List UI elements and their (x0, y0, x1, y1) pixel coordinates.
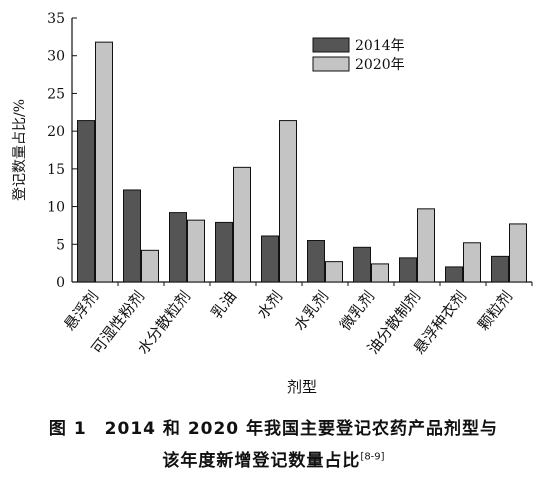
bar-2020年-水乳剂 (325, 261, 343, 283)
y-tick-label-30: 30 (47, 49, 65, 65)
y-tick-label-15: 15 (47, 162, 65, 178)
bar-2014年-悬浮剂 (77, 120, 95, 283)
figure-caption-line2: 该年度新增登记数量占比[8-9] (0, 446, 547, 471)
bar-2014年-水乳剂 (307, 240, 325, 283)
figure-caption-reference: [8-9] (360, 451, 385, 463)
x-tick-label-乳油: 乳油 (207, 287, 240, 322)
legend-label-2020年: 2020年 (355, 57, 405, 73)
legend-swatch-2020年 (312, 56, 350, 72)
chart: 0 5 10 15 20 25 30 35 登记数量占比/% 悬浮剂 可湿性粉剂 水分散粒剂 乳油 水剂水… (12, 11, 533, 396)
y-axis-title: 登记数量占比/% (12, 99, 28, 201)
bar-2020年-水剂 (279, 120, 297, 283)
bar-2014年-悬浮种衣剂 (445, 266, 463, 283)
bar-2020年-悬浮剂 (95, 41, 113, 283)
bar-2020年-微乳剂 (371, 263, 389, 283)
x-tick-label-水乳剂: 水乳剂 (290, 287, 332, 334)
bar-2020年-水分散粒剂 (187, 219, 205, 283)
bar-chart: 05101520253035登记数量占比/%悬浮剂可湿性粉剂水分散粒剂 乳油 水剂水… (12, 11, 533, 396)
bar-2020年-悬浮种衣剂 (463, 242, 481, 283)
figure-caption-line2-text: 该年度新增登记数量占比 (162, 451, 361, 471)
bar-2014年-水剂 (261, 235, 279, 283)
legend-label-2014年: 2014年 (355, 38, 405, 54)
bar-2020年-颗粒剂 (509, 223, 527, 283)
y-tick-label-25: 25 (47, 86, 65, 102)
bar-2020年-可湿性粉剂 (141, 249, 159, 283)
bar-2020年-油分散制剂 (417, 208, 435, 283)
x-tick-label-颗粒剂: 颗粒剂 (474, 287, 516, 334)
bar-2014年-水分散粒剂 (169, 212, 187, 283)
y-tick-label-10: 10 (47, 200, 65, 216)
x-tick-label-悬浮剂: 悬浮剂 (60, 287, 102, 334)
legend-swatch-2014年 (312, 37, 350, 53)
bar-2014年-微乳剂 (353, 246, 371, 283)
bar-2014年-油分散制剂 (399, 257, 417, 283)
y-tick-label-35: 35 (47, 11, 65, 27)
x-tick-label-水剂: 水剂 (253, 287, 286, 322)
y-tick-label-0: 0 (56, 275, 65, 291)
bar-2014年-颗粒剂 (491, 255, 509, 283)
bar-2014年-乳油 (215, 221, 233, 283)
figure-caption-line1: 图 1 2014 和 2020 年我国主要登记农药产品剂型与 (48, 419, 499, 439)
x-axis-title: 剂型 (287, 378, 317, 396)
bar-2014年-可湿性粉剂 (123, 189, 141, 283)
bar-2020年-乳油 (233, 166, 251, 283)
y-tick-label-20: 20 (47, 124, 65, 140)
y-tick-label-5: 5 (56, 237, 65, 253)
x-tick-label-微乳剂: 微乳剂 (336, 287, 378, 334)
